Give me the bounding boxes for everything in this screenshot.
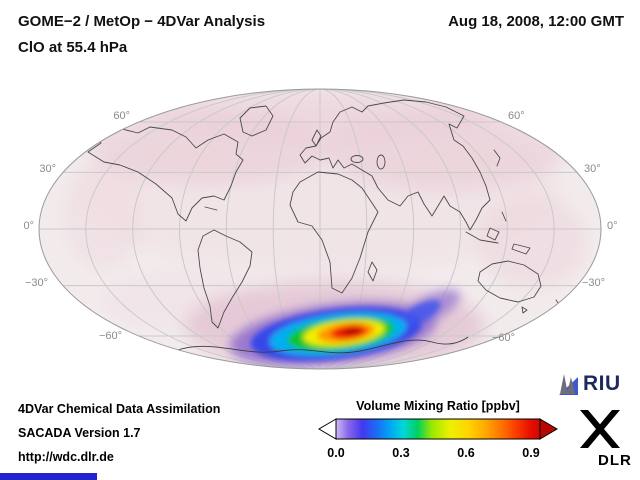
lat-label-left-0: 0° [23,220,34,232]
footer-line-assimilation: 4DVar Chemical Data Assimilation [18,402,221,416]
riu-logo: RIU [556,370,621,398]
title-line1: GOME−2 / MetOp − 4DVar Analysis [18,13,266,30]
lat-label-left-30: 30° [39,163,56,175]
riu-logo-icon [559,374,578,395]
footer-line-url: http://wdc.dlr.de [18,450,114,464]
dlr-logo-text: DLR [598,452,632,469]
colorbar-tick-0: 0.0 [327,446,345,460]
lat-label-right-m30: −30° [582,277,606,289]
lat-label-right-0: 0° [607,220,618,232]
continents [87,99,563,329]
lat-label-right-30: 30° [584,163,601,175]
dlr-logo-icon [580,410,620,448]
antarctica-coast [174,336,469,354]
lat-label-right-m60: −60° [492,332,516,344]
datetime-label: Aug 18, 2008, 12:00 GMT [448,13,624,30]
riu-logo-text: RIU [583,372,621,395]
map-ellipse-border [38,88,602,370]
lat-label-right-60: 60° [508,110,525,122]
lat-label-left-60: 60° [113,110,130,122]
colorbar-title: Volume Mixing Ratio [ppbv] [356,399,520,413]
lat-label-left-m60: −60° [98,330,122,342]
colorbar-left-arrow-icon [318,418,337,440]
colorbar-tick-3: 0.9 [522,446,540,460]
lat-label-left-m30: −30° [24,277,48,289]
colorbar-right-arrow-icon [539,418,558,440]
bottom-blue-bar [0,473,97,480]
colorbar-tick-2: 0.6 [457,446,475,460]
clo-blob [250,300,441,361]
colorbar-gradient [318,418,558,440]
footer-line-version: SACADA Version 1.7 [18,426,141,440]
colorbar-tick-1: 0.3 [392,446,410,460]
title-line2: ClO at 55.4 hPa [18,39,128,56]
